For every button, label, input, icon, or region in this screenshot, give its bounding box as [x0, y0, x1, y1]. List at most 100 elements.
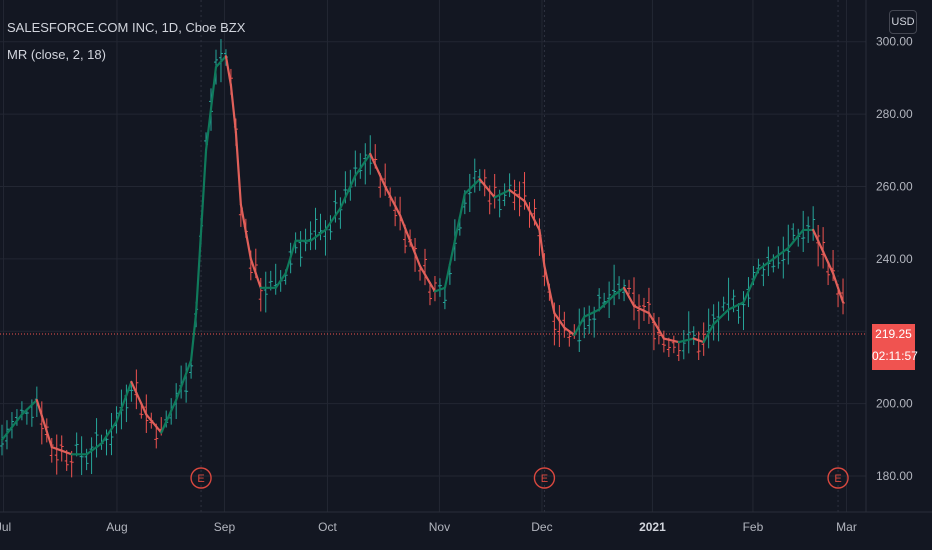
mr-line-segment — [40, 414, 48, 433]
mr-line-segment — [364, 152, 372, 163]
indicator-legend[interactable]: MR (close, 2, 18) — [7, 47, 106, 62]
mr-line-segment — [817, 239, 825, 253]
mr-line-segment — [483, 184, 491, 193]
mr-line-segment — [379, 174, 387, 188]
mr-line-segment — [349, 174, 357, 188]
price-tick-label: 180.00 — [876, 469, 913, 483]
mr-line-segment — [418, 265, 427, 276]
mr-line-segment — [15, 413, 24, 422]
mr-line-segment — [712, 318, 720, 326]
time-tick-label: Oct — [318, 520, 337, 534]
mr-line-segment — [199, 149, 208, 233]
mr-line-segment — [324, 221, 332, 232]
mr-line-segment — [458, 192, 466, 219]
mr-line-segment — [190, 312, 198, 362]
mr-line-segment — [25, 403, 33, 411]
price-candles — [0, 39, 846, 478]
mr-line-segment — [130, 380, 138, 394]
mr-line-segment — [543, 265, 551, 291]
mr-line-segment — [229, 84, 237, 134]
mr-line-segment — [463, 187, 471, 195]
time-tick-label: Nov — [429, 520, 450, 534]
time-axis[interactable] — [0, 512, 932, 550]
mr-line-segment — [150, 419, 158, 428]
price-tick-label: 200.00 — [876, 397, 913, 411]
earnings-marker[interactable] — [827, 467, 849, 489]
chart-title: SALESFORCE.COM INC, 1D, Cboe BZX — [7, 20, 246, 35]
mr-line-segment — [279, 272, 287, 282]
earnings-marker-label: E — [541, 473, 548, 485]
mr-line-segment — [274, 279, 282, 289]
mr-line-segment — [473, 178, 481, 186]
mr-line-segment — [0, 432, 9, 441]
mr-line-segment — [284, 255, 292, 275]
mr-line-segment — [334, 207, 342, 217]
mr-line-segment — [826, 261, 835, 275]
mr-line-segment — [224, 55, 233, 87]
time-tick-label: 2021 — [639, 520, 666, 534]
mr-line-segment — [523, 199, 531, 212]
mr-line-segment — [578, 315, 586, 327]
time-tick-label: Dec — [531, 520, 552, 534]
mr-line-segment — [538, 228, 546, 268]
price-axis[interactable] — [866, 0, 932, 512]
mr-line-segment — [652, 320, 660, 332]
mr-line-segment — [10, 419, 19, 429]
mr-line-segment — [598, 303, 606, 311]
mr-line-segment — [707, 322, 715, 335]
price-axis-labels: 180.00200.00220.00240.00260.00280.00300.… — [876, 35, 913, 483]
mr-line-segment — [329, 214, 337, 224]
mr-line-segment — [249, 257, 257, 275]
mr-line-segment — [344, 185, 352, 199]
mr-line-segment — [548, 288, 556, 315]
time-tick-label: Jul — [0, 520, 11, 534]
mr-line-segment — [812, 228, 820, 242]
mr-line-segment — [822, 250, 830, 264]
mr-line-segment — [528, 209, 536, 222]
time-tick-label: Feb — [743, 520, 764, 534]
mr-line-segment — [234, 131, 242, 206]
mr-line-segment — [165, 409, 173, 423]
mr-line-segment — [244, 230, 252, 260]
price-tick-label: 300.00 — [876, 35, 913, 49]
earnings-marker[interactable] — [190, 467, 212, 489]
mr-line-segment — [647, 312, 656, 323]
mr-line-segment — [354, 167, 362, 177]
mr-line-segment — [428, 281, 437, 293]
mr-line-segment — [558, 319, 566, 329]
earnings-lines — [200, 0, 839, 512]
mr-line-segment — [155, 425, 163, 434]
earnings-marker[interactable] — [533, 467, 556, 489]
mr-line-segment — [603, 298, 611, 306]
mr-line-segment — [359, 160, 367, 170]
mr-line-segment — [209, 65, 218, 110]
mr-line-segment — [120, 394, 128, 410]
mr-line-segment — [135, 391, 143, 405]
mr-line-segment — [787, 240, 795, 250]
mr-line-segment — [384, 185, 392, 198]
price-tick-label: 240.00 — [876, 252, 913, 266]
mr-line-segment — [369, 152, 377, 166]
bar-countdown-label: 02:11:57 — [872, 344, 918, 370]
mr-line-segment — [185, 359, 193, 375]
mr-line-segment — [478, 178, 486, 187]
currency-button[interactable]: USD — [889, 10, 917, 34]
mr-line-segment — [110, 420, 118, 431]
mr-line-segment — [289, 239, 297, 259]
mr-line-segment — [742, 290, 750, 304]
mr-line-segment — [408, 239, 417, 255]
mr-line-segment — [175, 385, 183, 402]
price-tick-label: 260.00 — [876, 179, 913, 193]
price-tick-label: 280.00 — [876, 107, 913, 121]
mr-line-segment — [533, 219, 541, 232]
mr-indicator-line — [0, 55, 845, 456]
mr-line-segment — [792, 234, 800, 244]
mr-line-segment — [374, 163, 382, 177]
mr-line-segment — [339, 196, 347, 210]
mr-line-segment — [553, 312, 561, 322]
mr-line-segment — [125, 380, 133, 397]
mr-line-segment — [622, 286, 631, 298]
mr-line-segment — [448, 239, 456, 266]
mr-line-segment — [722, 308, 730, 316]
